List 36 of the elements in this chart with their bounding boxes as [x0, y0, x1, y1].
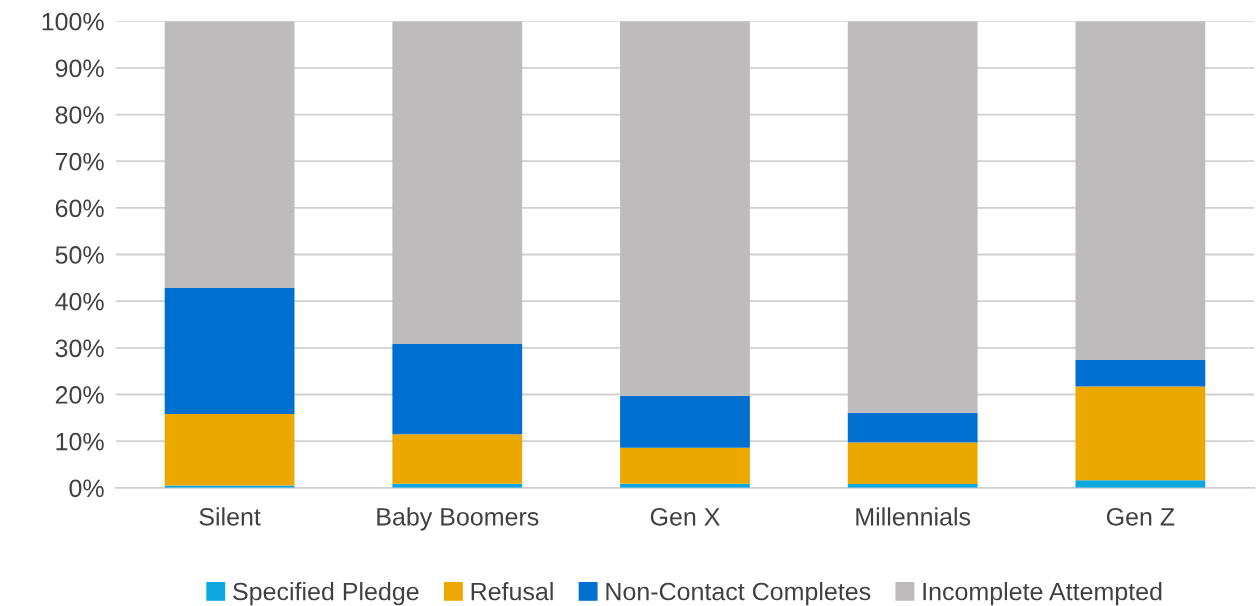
y-tick-label: 100% — [42, 12, 104, 31]
bar — [847, 412, 978, 443]
bar — [164, 21, 295, 289]
bar — [392, 21, 523, 345]
y-tick-label: 60% — [55, 199, 104, 218]
bar — [1075, 480, 1206, 488]
y-tick-label: 50% — [55, 246, 104, 264]
y-tick-label: 80% — [55, 106, 104, 124]
legend-label: Refusal — [471, 582, 553, 601]
bar — [847, 21, 978, 413]
x-tick-label: Gen X — [650, 507, 720, 526]
x-tick-label: Gen Z — [1106, 507, 1175, 526]
bar — [1075, 359, 1206, 387]
bar — [847, 442, 978, 485]
y-tick-label: 70% — [55, 152, 104, 171]
bar — [1075, 21, 1206, 360]
bar — [164, 288, 295, 415]
bar — [392, 344, 523, 435]
y-tick-label: 40% — [55, 292, 104, 311]
y-tick-label: 10% — [56, 432, 104, 451]
legend-label: Specified Pledge — [233, 582, 419, 606]
bar — [620, 21, 750, 396]
bar — [392, 434, 523, 484]
y-tick-label: 90% — [55, 59, 104, 78]
x-tick-label: Silent — [199, 507, 261, 526]
y-tick-label: 20% — [55, 386, 104, 404]
x-tick-label: Millennials — [856, 507, 971, 526]
bar — [1075, 386, 1206, 481]
y-tick-label: 0% — [69, 479, 104, 498]
bar — [164, 414, 295, 486]
legend-label: Non-Contact Completes — [606, 582, 871, 606]
x-tick-label: Baby Boomers — [377, 507, 539, 531]
legend-label: Incomplete Attempted — [923, 582, 1162, 606]
bar — [620, 395, 750, 448]
bar — [620, 447, 750, 484]
y-tick-label: 30% — [55, 339, 104, 358]
